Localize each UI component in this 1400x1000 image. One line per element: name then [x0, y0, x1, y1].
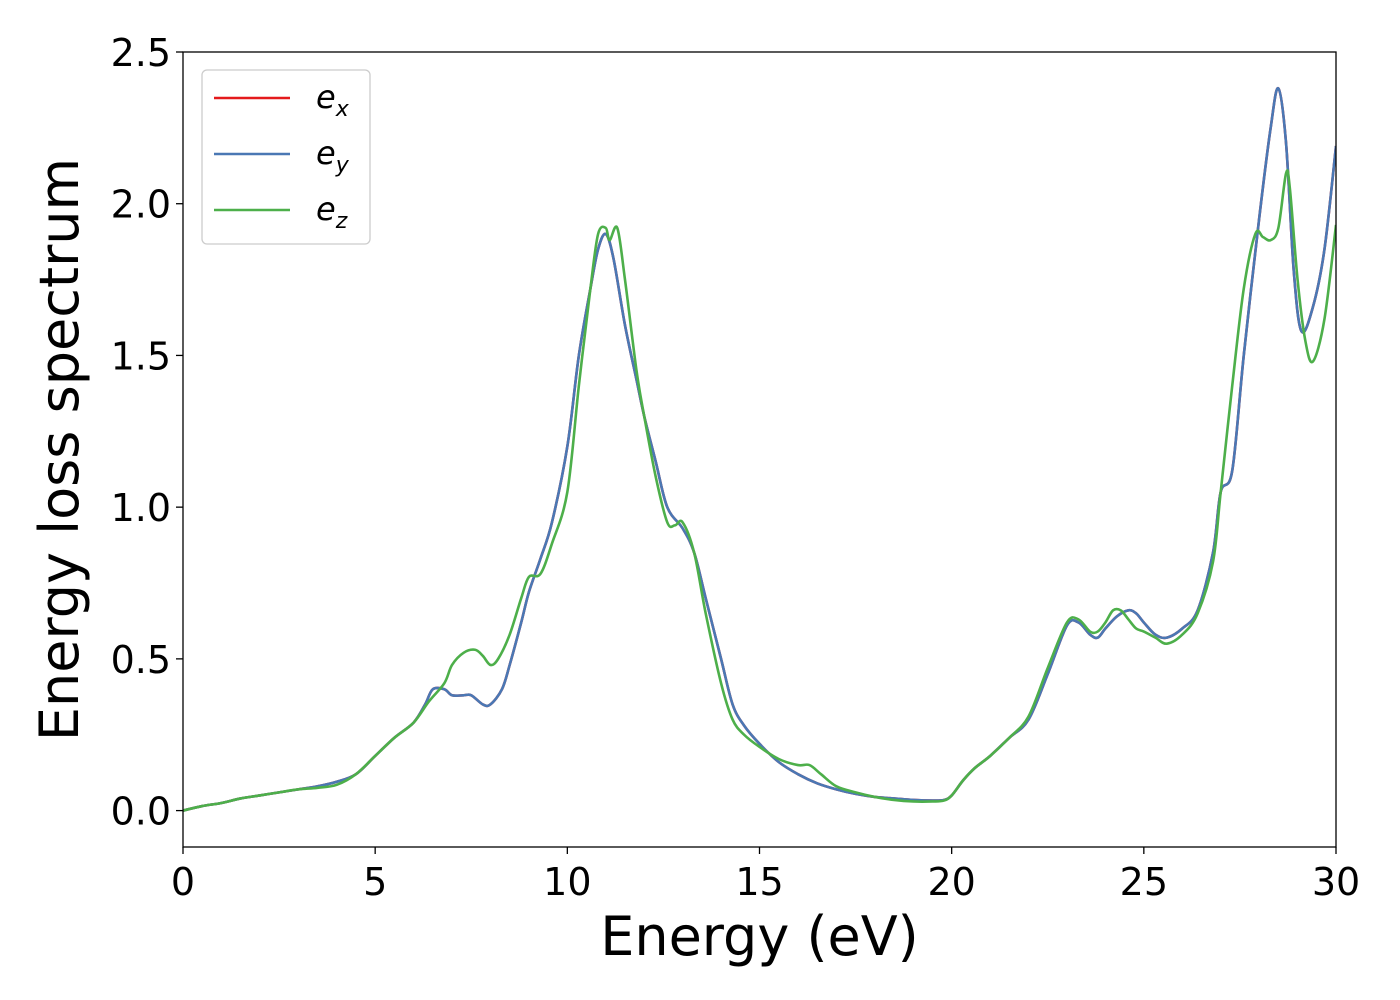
y-tick-label: 2.0 [111, 183, 171, 227]
x-tick-label: 5 [363, 860, 387, 904]
legend-label-e-x: ex [316, 78, 350, 122]
x-tick-label: 0 [171, 860, 195, 904]
series-layer [183, 87, 1336, 812]
legend: ex ey ez [201, 69, 371, 245]
legend-label-e-y: ey [316, 134, 350, 178]
y-tick-label: 0.0 [111, 790, 171, 834]
y-tick-label: 1.5 [111, 334, 171, 378]
y-axis-label: Energy loss spectrum [28, 158, 91, 741]
x-tick-label: 25 [1120, 860, 1168, 904]
x-tick-label: 20 [927, 860, 975, 904]
y-tick-label: 0.5 [111, 638, 171, 682]
legend-label-e-z: ez [316, 190, 348, 234]
x-tick-label: 15 [735, 860, 783, 904]
y-tick-label: 1.0 [111, 486, 171, 530]
series-line-e-z [183, 169, 1336, 812]
y-tick-label: 2.5 [111, 31, 171, 75]
x-tick-label: 30 [1312, 860, 1360, 904]
series-line-e-y [183, 87, 1336, 812]
x-axis-label: Energy (eV) [600, 905, 919, 968]
x-axis: 0 5 10 15 20 25 30 [171, 847, 1360, 904]
legend-box [201, 69, 371, 245]
y-axis: 0.0 0.5 1.0 1.5 2.0 2.5 [111, 31, 183, 834]
x-tick-label: 10 [543, 860, 591, 904]
